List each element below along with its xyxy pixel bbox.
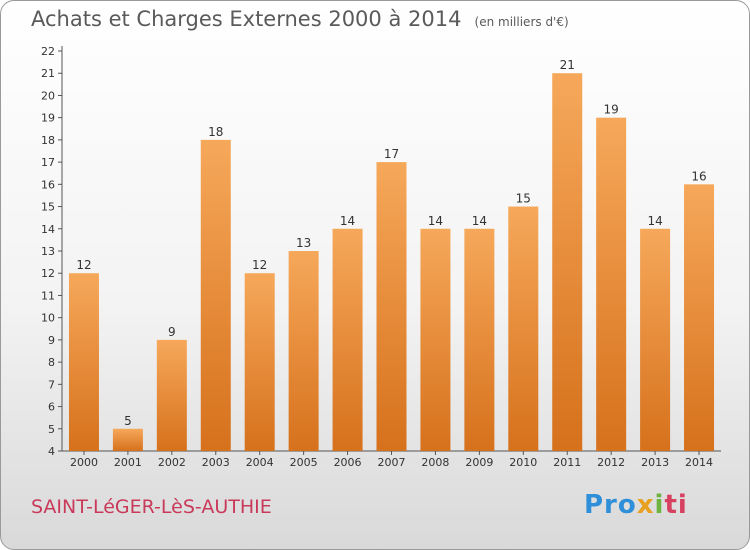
bar-value-label: 12: [76, 258, 91, 272]
y-tick-label: 21: [41, 67, 55, 80]
bar-2013: [640, 228, 671, 451]
bar-2007: [376, 162, 407, 451]
y-tick-label: 17: [41, 156, 55, 169]
y-tick-label: 16: [41, 178, 55, 191]
bar-value-label: 13: [296, 236, 311, 250]
bar-2008: [420, 228, 451, 451]
bar-value-label: 14: [647, 214, 662, 228]
x-tick-label: 2002: [158, 456, 186, 469]
bar-2004: [244, 273, 275, 451]
bar-value-label: 5: [124, 414, 132, 428]
bar-value-label: 15: [516, 192, 531, 206]
y-tick-label: 11: [41, 289, 55, 302]
chart-title-block: Achats et Charges Externes 2000 à 2014 (…: [31, 7, 569, 31]
y-tick-label: 15: [41, 201, 55, 214]
town-name: SAINT-LéGER-LèS-AUTHIE: [31, 496, 272, 518]
x-tick-label: 2003: [202, 456, 230, 469]
bar-2006: [332, 228, 363, 451]
y-tick-label: 5: [48, 423, 55, 436]
chart-title: Achats et Charges Externes 2000 à 2014: [31, 7, 462, 31]
y-tick-label: 20: [41, 89, 55, 102]
logo-part-3: i: [654, 490, 665, 520]
x-tick-label: 2011: [553, 456, 581, 469]
logo-part-2: x: [636, 490, 655, 520]
logo-part-1: Pro: [584, 490, 637, 520]
y-tick-label: 10: [41, 312, 55, 325]
proxiti-logo: Proxiti: [584, 490, 688, 520]
x-tick-label: 2013: [641, 456, 669, 469]
y-tick-label: 4: [48, 445, 55, 458]
bar-value-label: 16: [691, 169, 706, 183]
bar-2005: [288, 251, 319, 451]
x-tick-label: 2001: [114, 456, 142, 469]
y-tick-label: 8: [48, 356, 55, 369]
bar-value-label: 14: [340, 214, 355, 228]
x-tick-label: 2010: [509, 456, 537, 469]
y-tick-label: 22: [41, 45, 55, 58]
bar-value-label: 19: [604, 103, 619, 117]
bar-2009: [464, 228, 495, 451]
x-tick-label: 2008: [421, 456, 449, 469]
y-tick-label: 14: [41, 223, 55, 236]
chart-axes: 4 5 6 7 8 9 10 11 12 13 14 15 16 17 18 19 20 21 22 2000 2001…: [41, 45, 721, 469]
x-tick-label: 2007: [378, 456, 406, 469]
y-tick-label: 13: [41, 245, 55, 258]
x-tick-label: 2006: [334, 456, 362, 469]
bar-2003: [200, 139, 231, 451]
x-tick-label: 2000: [70, 456, 98, 469]
bar-value-label: 9: [168, 325, 176, 339]
y-tick-label: 19: [41, 112, 55, 125]
bar-2014: [684, 184, 715, 452]
bar-value-label: 17: [384, 147, 399, 161]
chart-subtitle: (en milliers d'€): [474, 15, 569, 29]
bar-2011: [552, 73, 583, 451]
logo-part-4: ti: [664, 490, 688, 520]
x-tick-label: 2012: [597, 456, 625, 469]
bar-2012: [596, 117, 627, 452]
y-tick-label: 18: [41, 134, 55, 147]
bar-value-label: 18: [208, 125, 223, 139]
y-tick-label: 7: [48, 378, 55, 391]
bar-value-label: 12: [252, 258, 267, 272]
chart-bars: 12 5 9 18 12 13 14 17 14 14 15 21 19 14 16: [68, 58, 715, 452]
x-tick-label: 2009: [465, 456, 493, 469]
bar-2010: [508, 206, 539, 451]
bar-value-label: 14: [472, 214, 487, 228]
bar-2000: [68, 273, 99, 451]
bar-2001: [112, 428, 143, 451]
x-tick-label: 2004: [246, 456, 274, 469]
x-tick-label: 2014: [685, 456, 713, 469]
x-tick-label: 2005: [290, 456, 318, 469]
bar-value-label: 21: [560, 58, 575, 72]
y-tick-label: 12: [41, 267, 55, 280]
bar-value-label: 14: [428, 214, 443, 228]
bar-2002: [156, 339, 187, 451]
y-tick-label: 6: [48, 401, 55, 414]
y-tick-label: 9: [48, 334, 55, 347]
